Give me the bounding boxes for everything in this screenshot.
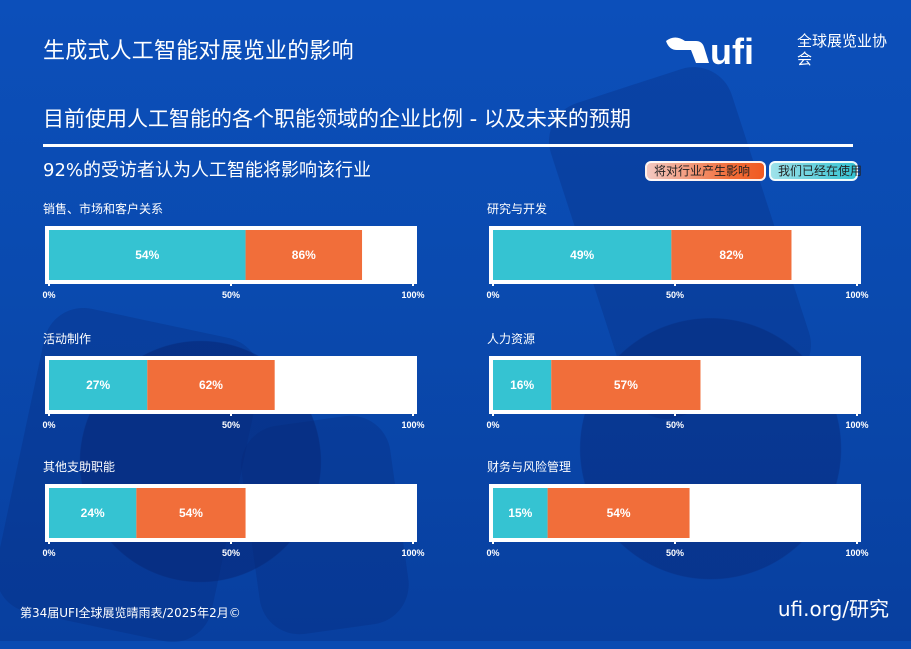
bar-current-use bbox=[49, 488, 137, 538]
chart-subtitle: 目前使用人工智能的各个职能领域的企业比例 - 以及未来的预期 bbox=[43, 107, 631, 131]
data-label-future-impact: 86% bbox=[292, 248, 316, 262]
bar-future-impact bbox=[147, 360, 275, 410]
x-tick-label: 100% bbox=[401, 548, 424, 558]
data-label-current-use: 24% bbox=[81, 506, 105, 520]
data-label-current-use: 16% bbox=[510, 378, 534, 392]
x-tick-label: 100% bbox=[845, 548, 868, 558]
panel-title-research: 研究与开发 bbox=[487, 202, 548, 216]
data-label-current-use: 27% bbox=[86, 378, 110, 392]
data-label-future-impact: 54% bbox=[179, 506, 203, 520]
chart-panel-hr: 人力资源 16% 57% 0% 50% 100% bbox=[486, 330, 877, 456]
page-title: 生成式人工智能对展览业的影响 bbox=[43, 39, 354, 64]
data-label-current-use: 15% bbox=[508, 506, 532, 520]
bar-future-impact bbox=[136, 488, 246, 538]
data-label-future-impact: 54% bbox=[607, 506, 631, 520]
x-tick-label: 50% bbox=[222, 290, 240, 300]
chart-panel-support: 其他支助职能 24% 54% 0% 50% 100% bbox=[42, 458, 433, 584]
subtitle-divider bbox=[43, 144, 853, 147]
chart-panel-events: 活动制作 27% 62% 0% 50% 100% bbox=[42, 330, 433, 456]
x-tick-label: 0% bbox=[42, 290, 55, 300]
panel-title-support: 其他支助职能 bbox=[43, 460, 116, 474]
bar-chart-sales: 54% 86% 0% 50% 100% bbox=[42, 226, 425, 300]
data-label-future-impact: 57% bbox=[614, 378, 638, 392]
x-tick-label: 100% bbox=[401, 290, 424, 300]
x-tick-label: 100% bbox=[845, 420, 868, 430]
bar-future-impact bbox=[671, 230, 792, 280]
bar-current-use bbox=[49, 230, 246, 280]
chart-panel-sales: 销售、市场和客户关系 54% 86% 0% 50% 100% bbox=[42, 200, 433, 326]
headline-statistic: 92%的受访者认为人工智能将影响该行业 bbox=[43, 160, 372, 181]
x-tick-label: 100% bbox=[845, 290, 868, 300]
panel-title-hr: 人力资源 bbox=[487, 332, 536, 346]
x-tick-label: 50% bbox=[666, 290, 684, 300]
bar-current-use bbox=[493, 360, 552, 410]
bar-current-use bbox=[493, 230, 672, 280]
source-footer: 第34届UFI全球展览晴雨表/2025年2月© bbox=[20, 606, 241, 620]
chart-panel-finance: 财务与风险管理 15% 54% 0% 50% 100% bbox=[486, 458, 877, 584]
x-tick-label: 0% bbox=[42, 420, 55, 430]
x-tick-label: 0% bbox=[486, 548, 499, 558]
chart-panel-research: 研究与开发 49% 82% 0% 50% 100% bbox=[486, 200, 877, 326]
bar-chart-events: 27% 62% 0% 50% 100% bbox=[42, 356, 425, 430]
x-tick-label: 50% bbox=[666, 548, 684, 558]
logo-organization: 全球展览业协会 bbox=[797, 32, 888, 68]
bar-chart-hr: 16% 57% 0% 50% 100% bbox=[486, 356, 869, 430]
bar-chart-research: 49% 82% 0% 50% 100% bbox=[486, 226, 869, 300]
x-tick-label: 0% bbox=[486, 420, 499, 430]
bar-chart-support: 24% 54% 0% 50% 100% bbox=[42, 484, 425, 558]
data-label-future-impact: 82% bbox=[719, 248, 743, 262]
x-tick-label: 0% bbox=[42, 548, 55, 558]
bar-future-impact bbox=[245, 230, 363, 280]
bar-future-impact bbox=[551, 360, 701, 410]
x-tick-label: 50% bbox=[222, 548, 240, 558]
legend-current-use: 我们已经在使用 bbox=[769, 161, 862, 181]
bar-current-use bbox=[49, 360, 148, 410]
panel-title-finance: 财务与风险管理 bbox=[487, 460, 572, 474]
x-tick-label: 50% bbox=[666, 420, 684, 430]
logo-wordmark: ufi bbox=[710, 32, 754, 72]
bar-current-use bbox=[493, 488, 548, 538]
data-label-future-impact: 62% bbox=[199, 378, 223, 392]
data-label-current-use: 49% bbox=[570, 248, 594, 262]
panel-title-sales: 销售、市场和客户关系 bbox=[43, 202, 164, 216]
website-link[interactable]: ufi.org/研究 bbox=[777, 597, 889, 621]
x-tick-label: 0% bbox=[486, 290, 499, 300]
ufi-logo: ufi 全球展览业协会 bbox=[665, 29, 888, 75]
legend-future-impact: 将对行业产生影响 bbox=[645, 161, 766, 181]
ufi-logo-mark: ufi bbox=[666, 32, 754, 72]
bar-chart-finance: 15% 54% 0% 50% 100% bbox=[486, 484, 869, 558]
bar-future-impact bbox=[547, 488, 690, 538]
x-tick-label: 100% bbox=[401, 420, 424, 430]
panel-title-events: 活动制作 bbox=[43, 332, 92, 346]
x-tick-label: 50% bbox=[222, 420, 240, 430]
data-label-current-use: 54% bbox=[135, 248, 159, 262]
